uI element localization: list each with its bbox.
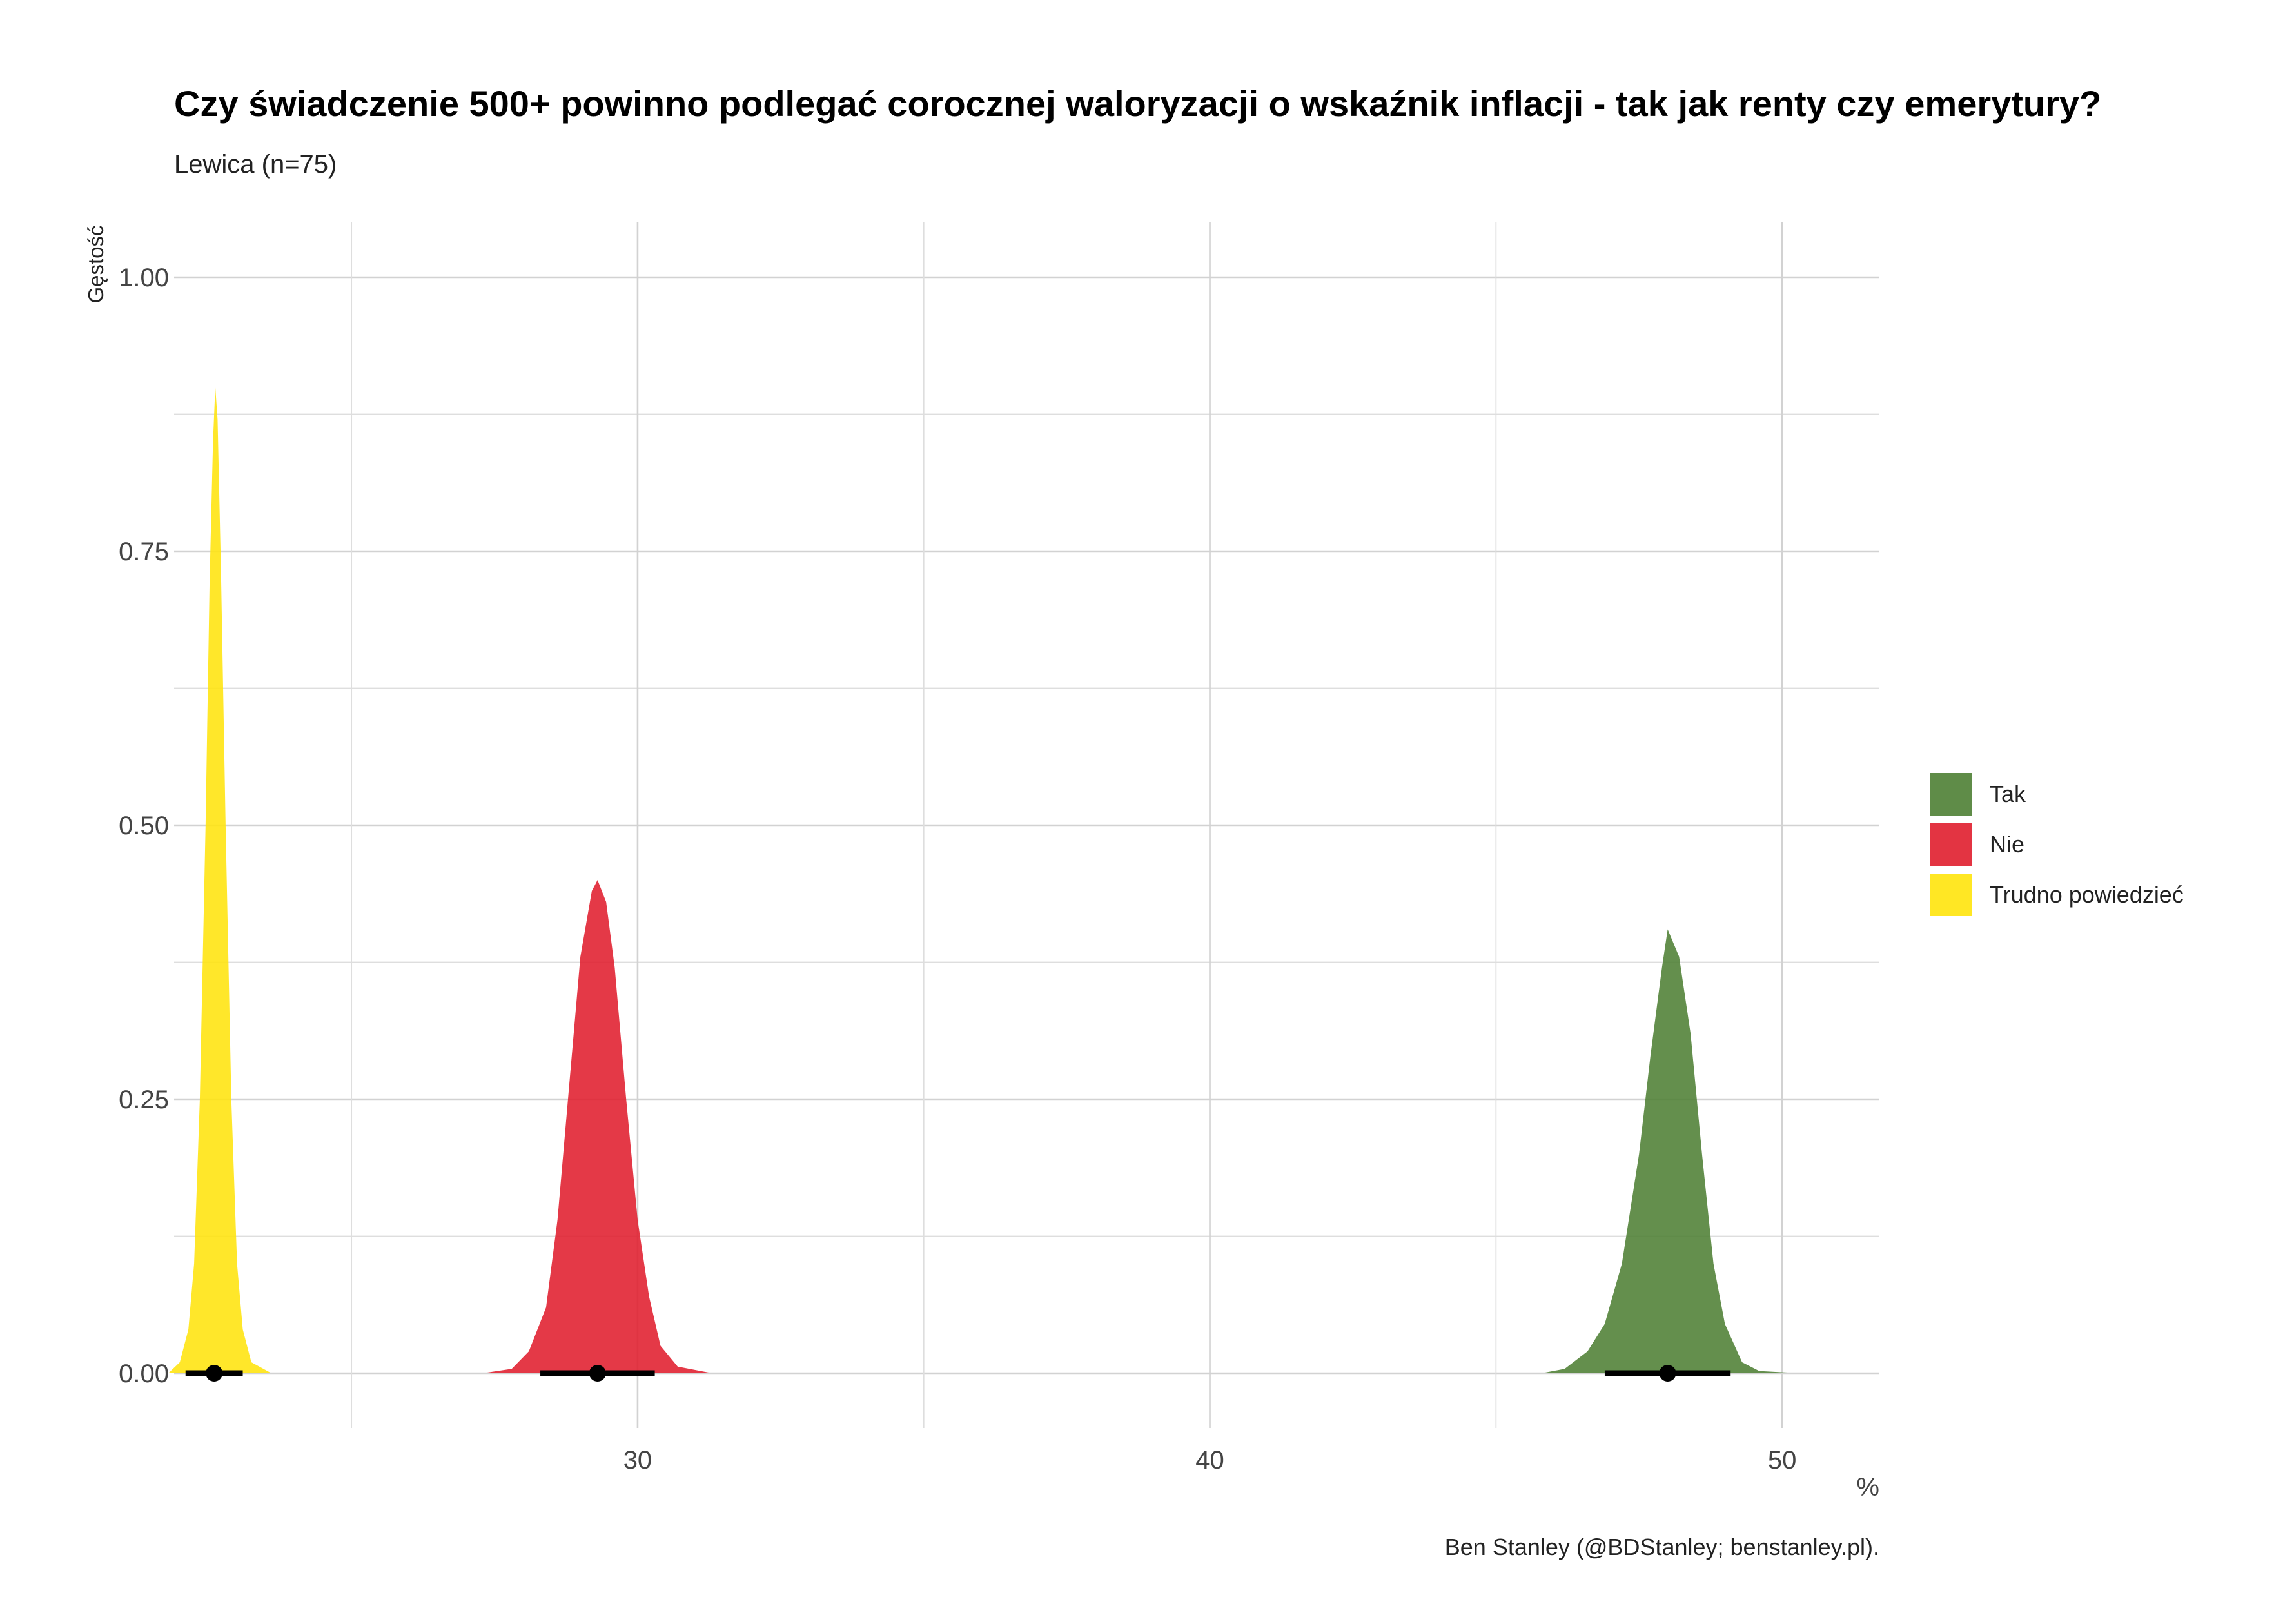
- y-tick-label: 0.00: [119, 1360, 169, 1388]
- x-tick-label: 30: [623, 1446, 652, 1474]
- intervals: [185, 1365, 1731, 1382]
- legend-label: Nie: [1990, 831, 2024, 857]
- density-area: [1542, 929, 1799, 1373]
- x-tick-label: 40: [1195, 1446, 1224, 1474]
- y-tick-label: 0.50: [119, 812, 169, 840]
- density-area: [168, 387, 271, 1373]
- chart-subtitle: Lewica (n=75): [174, 150, 337, 179]
- y-axis-label: Gęstość: [84, 225, 108, 303]
- legend: Tak Nie Trudno powiedzieć: [1930, 773, 2184, 916]
- x-tick-label: 50: [1768, 1446, 1797, 1474]
- point-estimate: [206, 1365, 223, 1382]
- y-tick-label: 1.00: [119, 264, 169, 292]
- density-areas: [168, 387, 1799, 1373]
- density-area: [483, 880, 712, 1373]
- chart-title: Czy świadczenie 500+ powinno podlegać co…: [174, 83, 2101, 124]
- y-tick-label: 0.75: [119, 538, 169, 566]
- legend-key: [1930, 823, 1972, 866]
- y-tick-label: 0.25: [119, 1086, 169, 1114]
- legend-label: Trudno powiedzieć: [1990, 881, 2184, 908]
- axis-ticks: 0.00 0.25 0.50 0.75 1.00 30 40 50: [119, 264, 1796, 1474]
- x-axis-label: %: [1856, 1473, 1879, 1502]
- gridlines: [174, 222, 1879, 1428]
- legend-key: [1930, 874, 1972, 916]
- legend-key: [1930, 773, 1972, 816]
- chart-caption: Ben Stanley (@BDStanley; benstanley.pl).: [1445, 1534, 1879, 1560]
- legend-label: Tak: [1990, 781, 2026, 807]
- point-estimate: [1659, 1365, 1676, 1382]
- point-estimate: [589, 1365, 606, 1382]
